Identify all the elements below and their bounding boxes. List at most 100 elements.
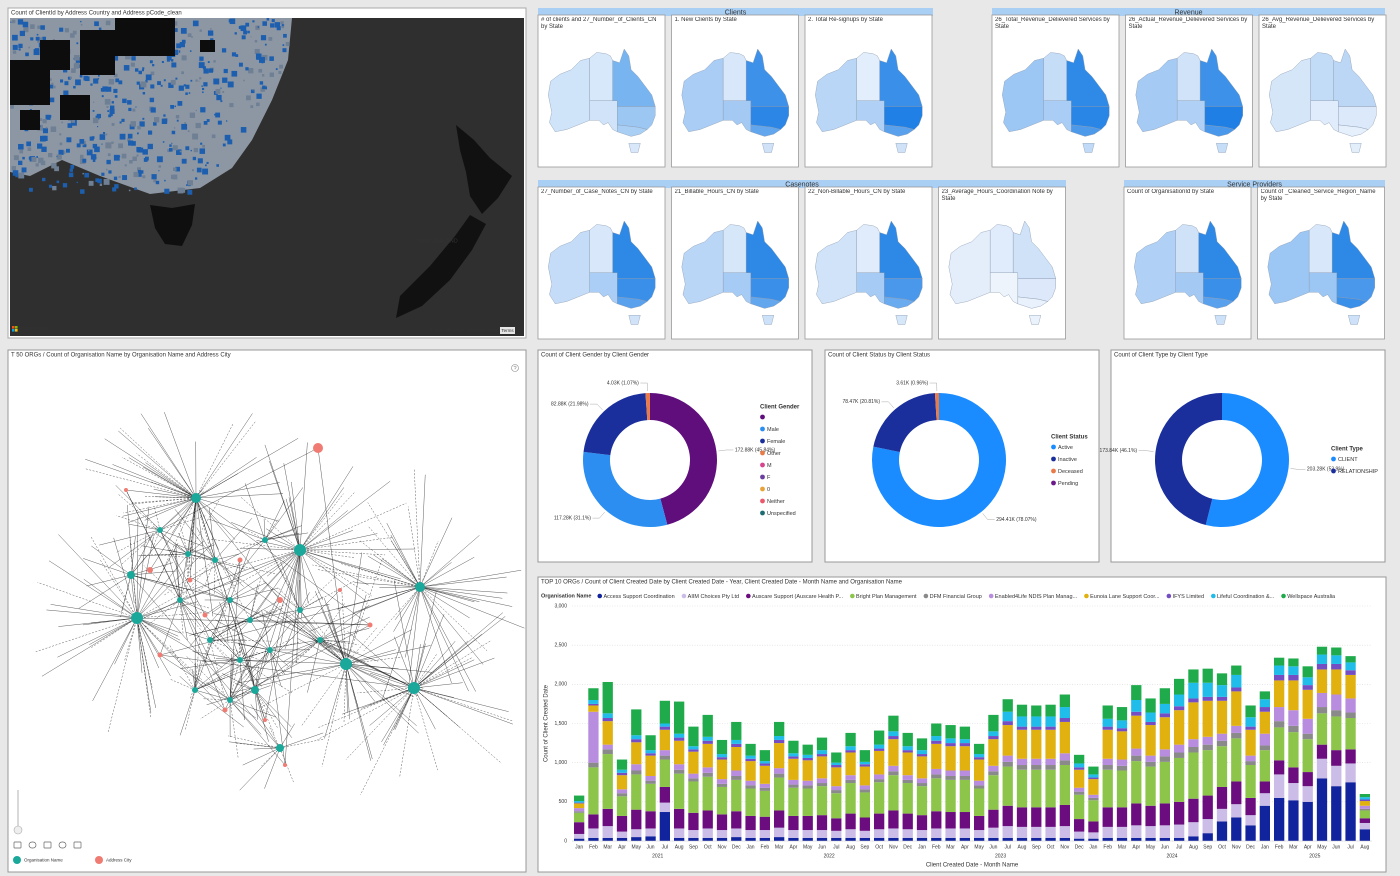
bar-segment [1088,800,1099,822]
bar-segment [1316,713,1328,745]
bar-segment [945,775,956,780]
map-region [205,164,207,167]
bar-segment [1259,805,1270,841]
map-region [59,27,64,32]
map-region [265,85,267,87]
bar-segment [1345,782,1356,841]
map-region [150,71,155,76]
network-edge [213,586,231,601]
map-region [109,105,115,110]
network-edge [122,497,197,517]
network-edge [174,509,216,561]
network-edge [299,548,416,551]
bar-segment [774,768,785,774]
toolbar-icon[interactable] [13,841,22,849]
bar-segment [916,837,928,841]
bar-segment [1174,744,1185,753]
bar-segment [1216,700,1228,734]
network-edge [229,699,262,735]
map-region [12,50,17,54]
state-shape [1017,296,1049,309]
bar-segment [1174,678,1185,695]
map-region [113,73,118,78]
network-edge [288,497,301,551]
bar-segment [945,812,956,829]
network-edge [46,609,138,619]
network-edge [92,617,138,702]
map-region [114,95,118,98]
network-edge [35,617,138,652]
chart-title: Count of Client Type by Client Type [1114,353,1208,359]
bar-segment [1174,694,1185,707]
map-region [23,27,29,33]
bar-segment [574,801,585,803]
legend-dot [1051,444,1056,450]
y-tick-label: 1,500 [554,721,567,727]
toolbar-icon[interactable] [28,841,37,849]
legend-dot [1331,456,1336,462]
map-region [252,20,255,23]
bar-segment [1059,694,1070,708]
network-edge [407,506,421,588]
network-edge [227,735,281,749]
bar-segment [674,701,685,734]
map-region [106,105,109,108]
map-region [256,93,262,99]
donut-segment [872,393,1006,527]
map-region [151,174,157,180]
state-shape [1267,229,1310,305]
toolbar-icon[interactable] [43,841,52,849]
map-region [164,188,170,194]
map-region [262,21,267,26]
network-edge [120,529,161,566]
state-shape [1308,224,1333,273]
legend-dot [760,462,765,468]
map-region [136,81,140,85]
map-region [18,143,24,150]
map-tile-title: 23_Average_Hours_Coordination Note by St… [941,189,1053,202]
bar-segment [731,739,742,744]
map-region [240,25,247,32]
network-edge [179,599,188,641]
map-tile-title: 1. New Clients by State [674,17,737,23]
bar-segment [874,774,885,780]
state-shape [1029,315,1042,325]
zoom-slider-thumb[interactable] [13,825,23,835]
bar-segment [945,828,956,838]
bar-segment [959,743,970,747]
leader-line [718,449,734,452]
state-shape [750,296,782,309]
network-edge [194,638,200,691]
network-edge [342,687,415,715]
toolbar-icon[interactable] [58,841,67,849]
network-edge [138,553,189,557]
bar-segment [1016,807,1028,827]
map-region [76,42,79,45]
state-shape [1269,57,1311,133]
bar-segment [574,795,585,802]
state-shape [884,124,915,137]
bar-segment [1288,767,1299,784]
leader-line [1290,468,1306,470]
map-region [114,184,119,189]
map-region [202,87,205,91]
bar-segment [759,763,770,766]
map-region [62,68,68,73]
map-region [18,172,25,179]
map-region [224,134,231,141]
toolbar-icon[interactable] [73,841,82,849]
bar-segment [616,759,628,770]
state-shape [1002,57,1044,133]
map-region [76,181,78,184]
network-edge [297,638,347,665]
legend-dot [1281,593,1286,599]
network-edge [209,538,301,551]
org-node [227,697,233,703]
network-edge [50,604,138,619]
network-edge [136,617,171,677]
x-tick-label: Jun [989,844,997,850]
bar-segment [1345,662,1356,671]
bar-segment [1274,665,1285,675]
state-shape [856,224,880,273]
legend-label: Access Support Coordination [603,594,674,600]
